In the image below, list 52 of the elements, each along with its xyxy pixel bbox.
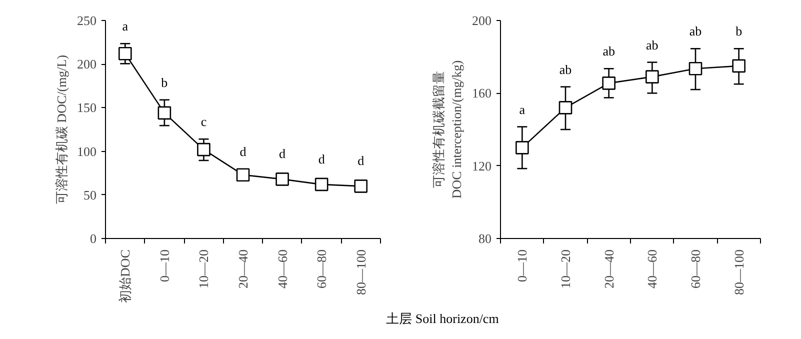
x-tick-label: 80—100: [353, 250, 368, 295]
x-tick-label: 80—100: [731, 250, 746, 295]
point: [314, 178, 328, 192]
y-axis-title: 可溶性有机碳 DOC/(mg/L): [54, 54, 69, 204]
x-tick-label: 10—20: [558, 250, 573, 288]
data-label: d: [240, 144, 247, 160]
point: [558, 101, 572, 114]
point: [646, 70, 659, 84]
x-tick-label: 20—40: [601, 250, 616, 288]
point: [732, 59, 746, 73]
x-tick-label: 20—40: [236, 250, 250, 288]
x-tick-label: 40—60: [644, 250, 660, 288]
data-label: d: [358, 153, 365, 168]
x-axis-title: 土层 Soil horizon/cm: [386, 310, 499, 328]
x-tick-label: 0—10: [514, 250, 530, 282]
data-label: ab: [689, 24, 702, 39]
data-label: ab: [559, 62, 572, 77]
point: [197, 142, 210, 156]
data-label: d: [318, 151, 326, 166]
y-tick-label: 150: [77, 100, 96, 116]
x-tick-label: 10—20: [196, 250, 212, 288]
x-tick-label: 60—80: [688, 250, 703, 288]
data-label: a: [122, 18, 128, 34]
y-tick-label: 160: [472, 86, 492, 101]
y-axis-title: 可溶性有机碳截留量 DOC interception/(mg/kg): [431, 60, 464, 199]
data-label: c: [200, 114, 207, 130]
y-tick-label: 200: [472, 13, 492, 28]
point: [118, 46, 132, 60]
data-label: b: [161, 74, 168, 90]
data-label: ab: [602, 44, 615, 59]
y-tick-label: 250: [77, 13, 96, 28]
point: [354, 180, 368, 193]
y-tick-label: 0: [90, 231, 96, 246]
data-label: d: [279, 146, 286, 162]
point: [516, 141, 529, 154]
y-tick-label: 50: [84, 187, 96, 202]
point: [276, 172, 289, 186]
y-tick-label: 200: [77, 56, 96, 72]
x-tick-label: 60—80: [314, 250, 330, 288]
x-tick-label: 初始DOC: [118, 249, 133, 303]
point: [688, 62, 702, 76]
y-tick-label: 80: [478, 231, 492, 246]
point: [236, 168, 250, 182]
y-tick-label: 120: [472, 158, 492, 174]
x-tick-label: 0—10: [156, 250, 172, 282]
point: [158, 106, 172, 120]
x-tick-label: 40—60: [274, 250, 290, 288]
data-label: a: [519, 102, 526, 117]
data-label: ab: [646, 37, 658, 52]
y-tick-label: 100: [77, 144, 96, 159]
point: [602, 76, 616, 90]
data-label: b: [736, 24, 742, 39]
